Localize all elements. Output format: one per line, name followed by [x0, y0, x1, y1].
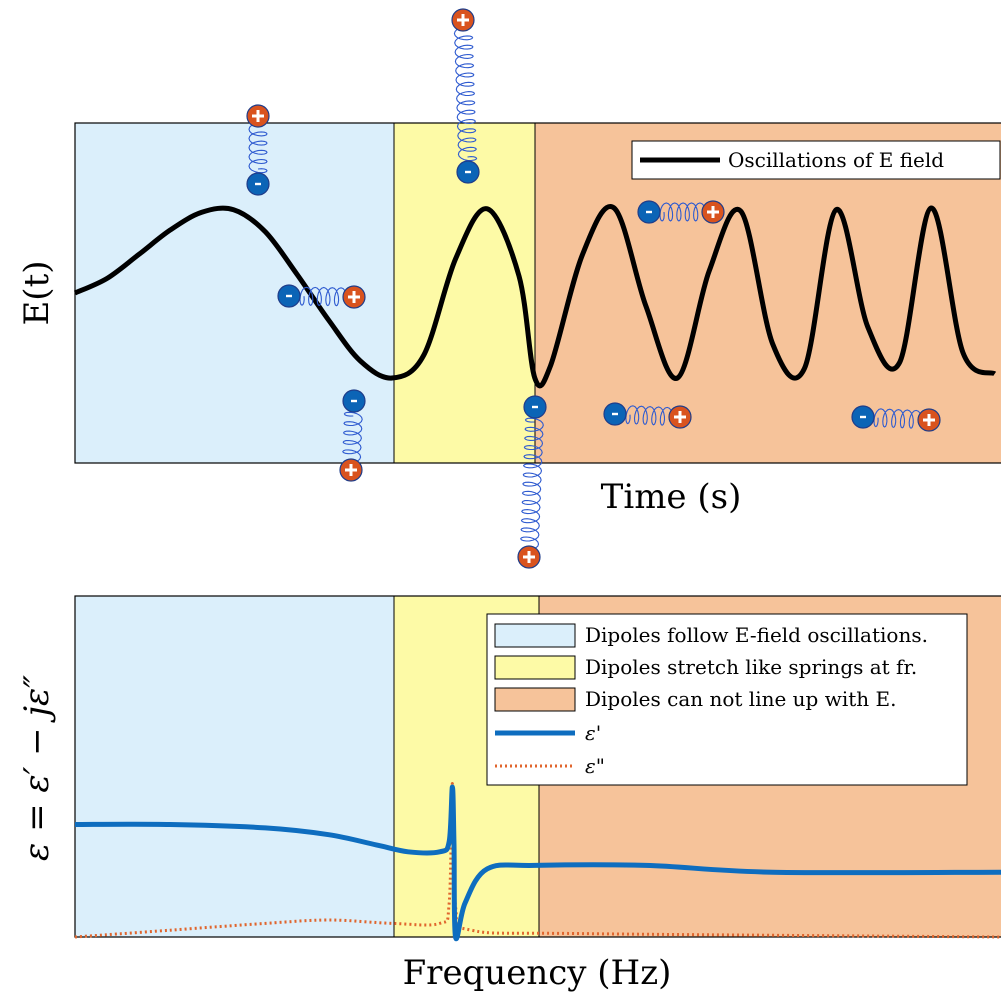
legend-label-high: Dipoles can not line up with E.	[585, 687, 896, 711]
legend-swatch-resonance	[494, 655, 576, 680]
y-axis-title-e: E(t)	[17, 260, 57, 325]
bottom-axes-frame	[74, 595, 1001, 938]
y-axis-title-epsilon: ε = ε′ − jε″	[17, 675, 57, 861]
legend-swatch-high	[494, 687, 576, 712]
dipole	[451, 8, 480, 184]
dipole	[517, 395, 547, 569]
spring	[453, 26, 478, 162]
series-eps-double-prime	[74, 781, 1001, 939]
dipoles	[246, 8, 941, 569]
legend-swatch-low	[494, 623, 576, 648]
dipole	[246, 104, 270, 196]
plus-sign-icon	[252, 110, 264, 122]
legend-label-eps-double-prime: ε"	[585, 754, 605, 778]
spring	[659, 202, 707, 222]
legend-label-resonance: Dipoles stretch like springs at fr.	[585, 655, 917, 679]
bottom-legend: Dipoles follow E-field oscillations. Dip…	[486, 613, 968, 786]
plus-sign-icon	[523, 551, 535, 563]
plus-sign-icon	[348, 291, 360, 303]
legend-label-e-field: Oscillations of E field	[728, 148, 944, 172]
spring	[520, 417, 544, 551]
spring	[248, 122, 268, 174]
dipole	[851, 405, 941, 432]
dipole	[637, 200, 725, 224]
top-panel: Oscillations of E field Time (s) E(t)	[17, 8, 1001, 569]
dipole	[277, 284, 366, 309]
legend-label-eps-prime: ε'	[585, 721, 601, 745]
plus-sign-icon	[457, 14, 469, 26]
plus-sign-icon	[345, 464, 357, 476]
x-axis-title-time: Time (s)	[601, 477, 742, 517]
legend-label-low: Dipoles follow E-field oscillations.	[585, 623, 928, 647]
plus-sign-icon	[707, 206, 719, 218]
series-e-field	[73, 204, 997, 389]
spring	[342, 411, 363, 464]
dipole	[603, 402, 692, 429]
spring	[625, 405, 674, 426]
top-legend: Oscillations of E field	[631, 140, 1001, 180]
series-eps-prime	[74, 784, 1001, 942]
region-low-bottom	[75, 596, 394, 937]
spring	[299, 286, 348, 307]
bottom-panel: Dipoles follow E-field oscillations. Dip…	[17, 595, 1001, 993]
plus-sign-icon	[674, 411, 686, 423]
region-low-top	[75, 123, 394, 463]
plus-sign-icon	[923, 414, 935, 426]
dipole	[339, 389, 366, 482]
x-axis-title-frequency: Frequency (Hz)	[403, 953, 672, 993]
spring	[873, 408, 923, 429]
